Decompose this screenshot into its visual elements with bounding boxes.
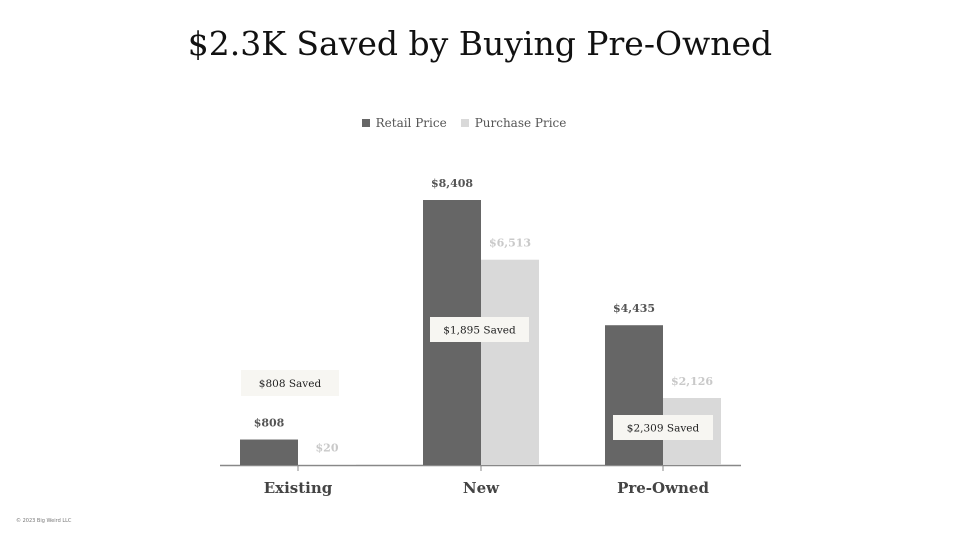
chart-legend: Retail Price Purchase Price — [0, 116, 928, 130]
bar-retail-0 — [240, 439, 298, 465]
bar-purchase-0 — [298, 464, 356, 465]
data-label-retail-1: $8,408 — [431, 177, 473, 190]
x-tick-label-1: New — [463, 479, 500, 497]
legend-label-purchase: Purchase Price — [474, 116, 567, 130]
data-label-purchase-0: $20 — [316, 441, 339, 454]
copyright-notice: © 2023 Big Weird LLC — [16, 518, 72, 524]
bar-retail-2 — [605, 325, 663, 465]
x-tick-label-0: Existing — [264, 479, 333, 497]
savings-callout-box-2 — [613, 415, 713, 440]
data-label-purchase-2: $2,126 — [671, 375, 713, 388]
data-label-purchase-1: $6,513 — [489, 237, 531, 250]
legend-item-purchase: Purchase Price — [460, 116, 567, 130]
savings-callout-box-1 — [430, 317, 529, 342]
x-tick-label-2: Pre-Owned — [617, 479, 709, 497]
bar-purchase-1 — [481, 259, 539, 465]
savings-callout-text-1: $1,895 Saved — [443, 325, 516, 337]
legend-swatch-retail — [361, 119, 370, 127]
savings-callout-text-0: $808 Saved — [259, 378, 322, 390]
legend-swatch-purchase — [460, 119, 469, 127]
data-label-retail-0: $808 — [254, 417, 285, 430]
savings-callout-text-2: $2,309 Saved — [627, 423, 700, 435]
legend-item-retail: Retail Price — [361, 116, 447, 130]
data-label-retail-2: $4,435 — [613, 302, 655, 315]
chart-title: $2.3K Saved by Buying Pre-Owned — [187, 24, 773, 63]
savings-callout-box-0 — [241, 370, 339, 396]
legend-label-retail: Retail Price — [375, 116, 447, 130]
